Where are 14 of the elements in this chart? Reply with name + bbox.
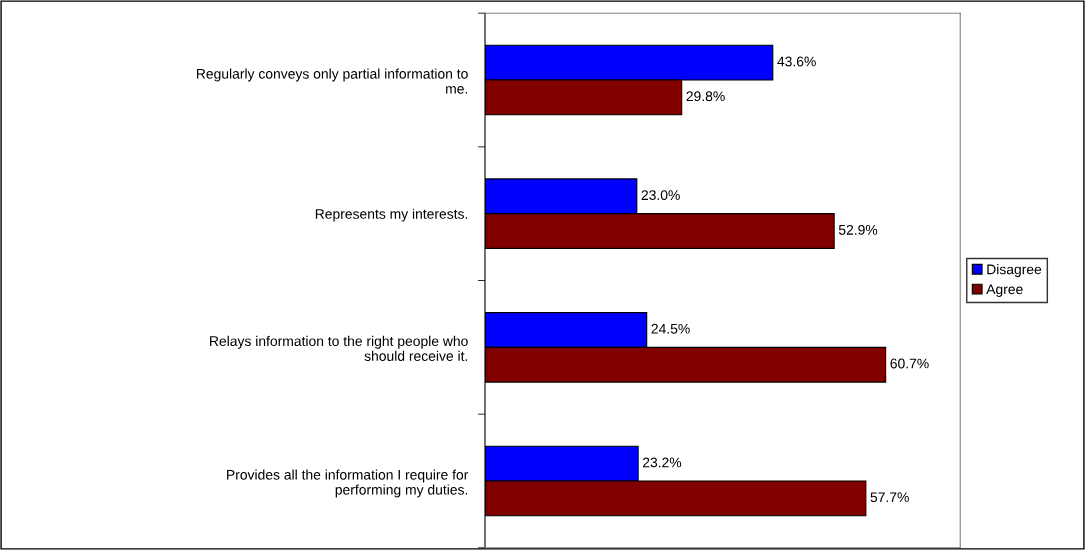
y-tick-label: Relays information to the right people who should receive it.	[210, 335, 468, 361]
data-label: 43.6%	[777, 56, 816, 67]
legend-label: Agree	[986, 284, 1023, 297]
data-label: 24.5%	[651, 323, 690, 334]
y-tick-label: Provides all the information I require for performing my duties.	[227, 469, 469, 498]
y-tick-label: Represents my interests.	[315, 208, 468, 222]
data-label: 57.7%	[870, 492, 909, 503]
data-label: 23.2%	[642, 457, 682, 468]
legend-label: Disagree	[987, 264, 1042, 278]
data-label: 52.9%	[838, 224, 878, 235]
data-label: 60.7%	[890, 358, 929, 369]
data-label: 23.0%	[641, 190, 680, 201]
data-label: 29.8%	[686, 91, 725, 102]
y-tick-label: Regularly conveys only partial information to me.	[196, 68, 468, 94]
